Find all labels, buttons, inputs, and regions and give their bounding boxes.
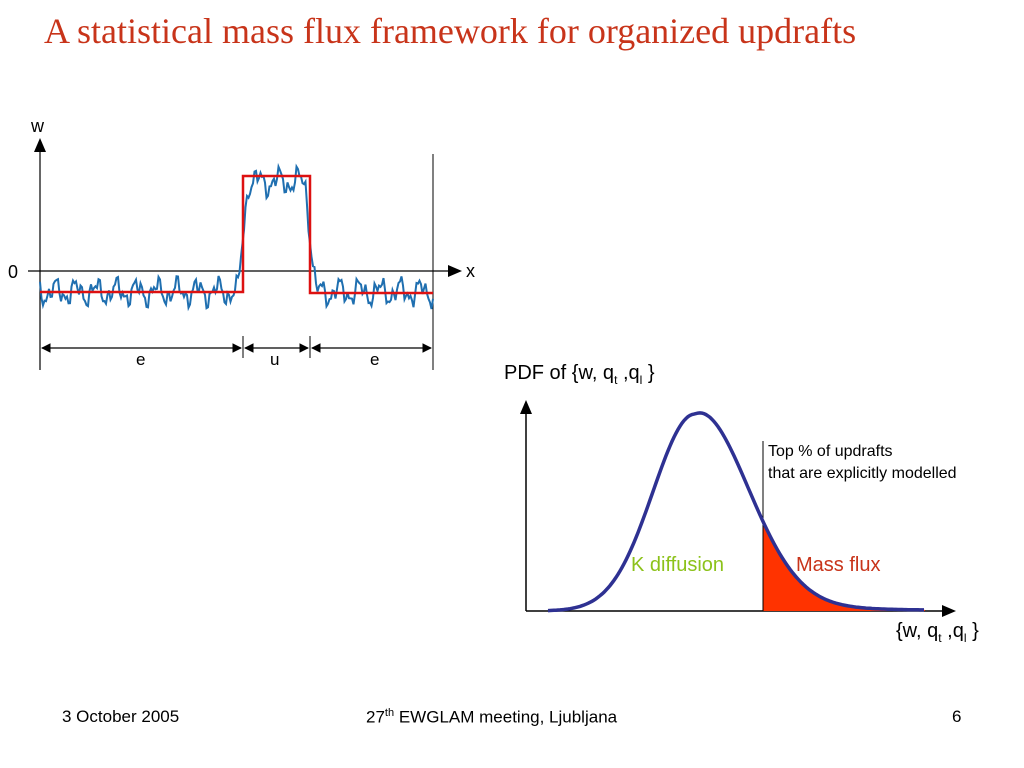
pdf-curve: [547, 411, 924, 613]
x-axis-label: x: [466, 261, 475, 281]
segment-label-e-right: e: [370, 350, 379, 369]
left-y-axis-arrowhead: [34, 138, 46, 152]
k-diffusion-label: K diffusion: [631, 554, 725, 576]
threshold-note-line-2: that are explicitly modelled: [768, 465, 957, 482]
pdf-x-axis-label: {w, qt ,ql }: [896, 620, 979, 645]
threshold-note-line-1: Top % of updrafts: [768, 443, 893, 460]
pdf-title: PDF of {w, qt ,ql }: [504, 362, 655, 387]
slide-title: A statistical mass flux framework for or…: [44, 11, 857, 51]
mass-flux-tail-area: [763, 521, 925, 611]
pdf-y-axis-arrowhead: [520, 400, 532, 414]
pdf-diagram: [520, 400, 956, 617]
zero-label: 0: [8, 262, 18, 282]
threshold-note: Top % of updrafts that are explicitly mo…: [768, 441, 957, 485]
mass-flux-label: Mass flux: [796, 554, 881, 576]
x-axis-arrowhead: [448, 265, 462, 277]
footer-date: 3 October 2005: [62, 707, 180, 726]
w-axis-label: w: [30, 116, 45, 136]
segment-label-u: u: [270, 350, 279, 369]
footer-page-number: 6: [952, 707, 962, 726]
vertical-velocity-signal: [39, 162, 434, 312]
pdf-x-axis-arrowhead: [942, 605, 956, 617]
segment-label-e-left: e: [136, 350, 145, 369]
mean-step-profile: [40, 174, 433, 295]
updraft-schematic: w x 0 e u e: [8, 116, 475, 370]
footer-meeting: 27th EWGLAM meeting, Ljubljana: [366, 707, 618, 727]
